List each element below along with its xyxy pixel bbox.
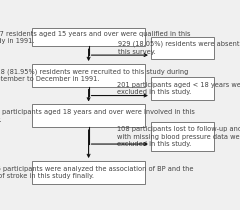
Bar <box>32 28 145 46</box>
Bar <box>32 64 145 87</box>
Bar <box>32 104 145 127</box>
Text: 4017 participants aged 18 years and over were involved in this
study.: 4017 participants aged 18 years and over… <box>0 109 195 122</box>
Bar <box>151 37 214 59</box>
Text: 108 participants lost to follow-up and 3
with missing blood pressure data were
e: 108 participants lost to follow-up and 3… <box>117 126 240 147</box>
Text: 201 participants aged < 18 years were
excluded in this study.: 201 participants aged < 18 years were ex… <box>117 81 240 95</box>
Text: 929 (18.05%) residents were absent in
this survey.: 929 (18.05%) residents were absent in th… <box>118 41 240 55</box>
Text: 4218 (81.95%) residents were recruited to this study during
September to Decembe: 4218 (81.95%) residents were recruited t… <box>0 68 189 82</box>
Text: 5147 residents aged 15 years and over were qualified in this
study in 1991.: 5147 residents aged 15 years and over we… <box>0 31 190 44</box>
Bar <box>151 122 214 151</box>
Bar <box>32 161 145 184</box>
Bar <box>151 77 214 100</box>
Text: 3906 participants were analyzed the association of BP and the
risk of stroke in : 3906 participants were analyzed the asso… <box>0 166 193 179</box>
